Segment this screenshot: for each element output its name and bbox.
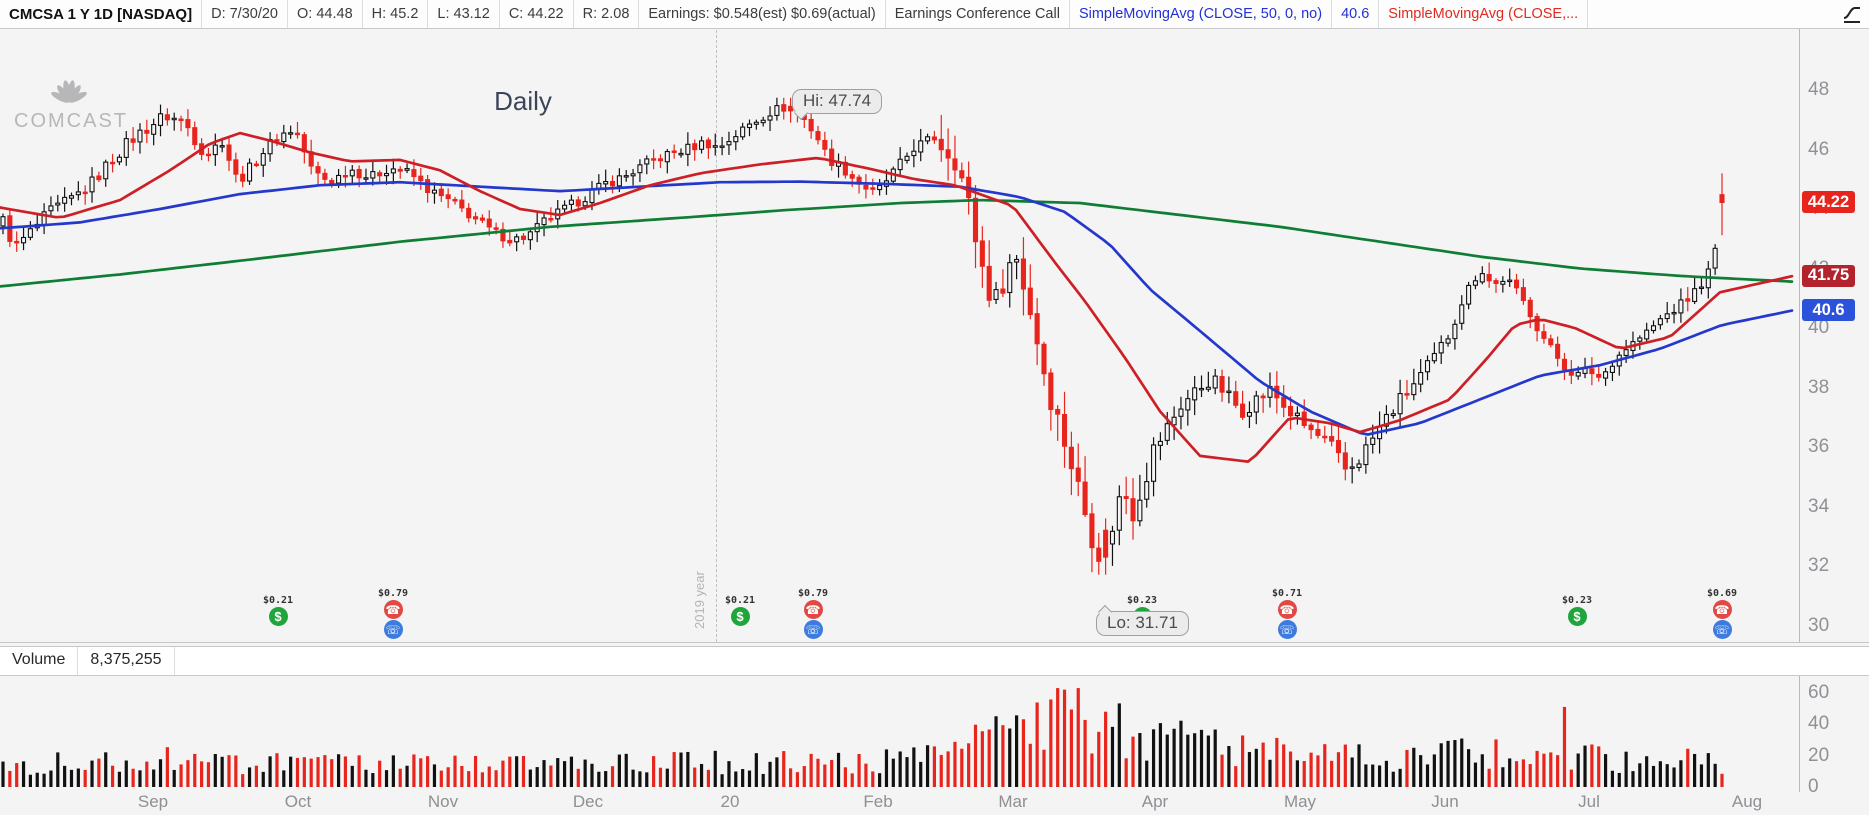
earnings-call-marker[interactable]: $0.79 ☎ ☏ <box>783 588 843 639</box>
earnings-call-marker[interactable]: $0.71 ☎ ☏ <box>1257 588 1317 639</box>
earnings-phone-icon[interactable]: ☎ <box>1277 600 1297 619</box>
earnings-phone-icon[interactable]: ☎ <box>383 600 403 619</box>
high-cell[interactable]: H: 45.2 <box>363 0 429 28</box>
month-label-jul: Jul <box>1578 792 1600 811</box>
sma50-value-cell[interactable]: 40.6 <box>1332 0 1380 28</box>
month-label-may: May <box>1283 792 1317 811</box>
conference-call-icon[interactable]: ☏ <box>803 620 823 639</box>
dividend-icon[interactable]: $ <box>268 607 288 626</box>
price-tick: 38 <box>1808 376 1830 398</box>
low-callout: Lo: 31.71 <box>1096 604 1189 636</box>
earnings-phone-icon[interactable]: ☎ <box>803 600 823 619</box>
peacock-icon <box>51 80 87 103</box>
volume-header: Volume 8,375,255 <box>0 645 1869 676</box>
time-axis[interactable]: Sep Oct Nov Dec 20 Feb Mar Apr May Jun Jul Aug <box>0 790 1799 815</box>
sma-fast-indicator-cell[interactable]: SimpleMovingAvg (CLOSE,... <box>1379 0 1589 28</box>
price-tick: 46 <box>1808 138 1830 160</box>
volume-tick: 20 <box>1808 744 1830 766</box>
price-badge: 44.22 <box>1802 191 1855 214</box>
pane-divider[interactable] <box>0 642 1869 647</box>
chart-title: Daily <box>494 86 552 116</box>
date-cell[interactable]: D: 7/30/20 <box>202 0 289 28</box>
month-label-nov: Nov <box>427 792 459 811</box>
month-label-aug: Aug <box>1731 792 1763 811</box>
year-divider-line <box>716 30 717 642</box>
month-label-jun: Jun <box>1431 792 1459 811</box>
earnings-call-marker[interactable]: $0.79 ☎ ☏ <box>363 588 423 639</box>
month-label-dec: Dec <box>572 792 604 811</box>
volume-tick: 40 <box>1808 713 1830 735</box>
sma50-indicator-cell[interactable]: SimpleMovingAvg (CLOSE, 50, 0, no) <box>1070 0 1333 28</box>
open-cell[interactable]: O: 44.48 <box>288 0 363 28</box>
dividend-marker[interactable]: $0.21 $ <box>724 595 756 626</box>
dividend-icon[interactable]: $ <box>1567 607 1587 626</box>
price-tick: 32 <box>1808 555 1830 576</box>
dividend-icon[interactable]: $ <box>730 607 750 626</box>
earnings-call-cell[interactable]: Earnings Conference Call <box>886 0 1070 28</box>
conference-call-icon[interactable]: ☏ <box>1277 620 1297 639</box>
toolbar: CMCSA 1 Y 1D [NASDAQ] D: 7/30/20 O: 44.4… <box>0 0 1869 29</box>
symbol-title[interactable]: CMCSA 1 Y 1D [NASDAQ] <box>0 0 203 28</box>
candlestick-chart[interactable] <box>0 28 1799 643</box>
volume-bars <box>1 688 1724 787</box>
low-cell[interactable]: L: 43.12 <box>428 0 500 28</box>
month-label-feb: Feb <box>863 792 893 811</box>
price-tick: 40 <box>1808 317 1830 338</box>
dividend-marker[interactable]: $0.21 $ <box>262 595 294 626</box>
earnings-phone-icon[interactable]: ☎ <box>1712 600 1732 619</box>
close-cell[interactable]: C: 44.22 <box>500 0 574 28</box>
price-badge: 41.75 <box>1802 264 1855 287</box>
high-callout: Hi: 47.74 <box>792 89 883 121</box>
volume-tick: 0 <box>1808 776 1819 797</box>
month-label-apr: Apr <box>1141 792 1169 811</box>
earnings-call-marker[interactable]: $0.69 ☎ ☏ <box>1692 588 1752 639</box>
volume-label[interactable]: Volume <box>0 645 79 675</box>
volume-pane[interactable] <box>0 675 1800 792</box>
month-label-mar: Mar <box>998 792 1028 811</box>
conference-call-icon[interactable]: ☏ <box>1712 620 1732 639</box>
earnings-cell[interactable]: Earnings: $0.548(est) $0.69(actual) <box>639 0 886 28</box>
dividend-marker[interactable]: $0.23$ <box>1561 595 1593 626</box>
volume-value: 8,375,255 <box>78 645 175 675</box>
conference-call-icon[interactable]: ☏ <box>383 620 403 639</box>
indicator-curve-icon[interactable] <box>1841 3 1863 25</box>
range-cell[interactable]: R: 2.08 <box>574 0 640 28</box>
month-label-oct: Oct <box>284 792 312 811</box>
price-tick: 30 <box>1808 614 1830 636</box>
month-label-20: 20 <box>720 792 740 811</box>
price-tick: 48 <box>1808 79 1830 100</box>
volume-tick: 60 <box>1808 681 1830 703</box>
price-tick: 34 <box>1808 495 1830 517</box>
month-label-sep: Sep <box>137 792 169 811</box>
price-badge: 40.6 <box>1802 299 1855 322</box>
price-chart-pane[interactable]: COMCAST Daily 2019 year $0.21 $ $0.79 ☎ ☏ $0.… <box>0 28 1800 643</box>
comcast-watermark: COMCAST <box>14 78 128 133</box>
watermark-text: COMCAST <box>14 110 128 132</box>
price-axis[interactable]: 4846444240383634323044.2241.7540.6604020… <box>1800 28 1869 815</box>
price-tick: 36 <box>1808 436 1830 457</box>
